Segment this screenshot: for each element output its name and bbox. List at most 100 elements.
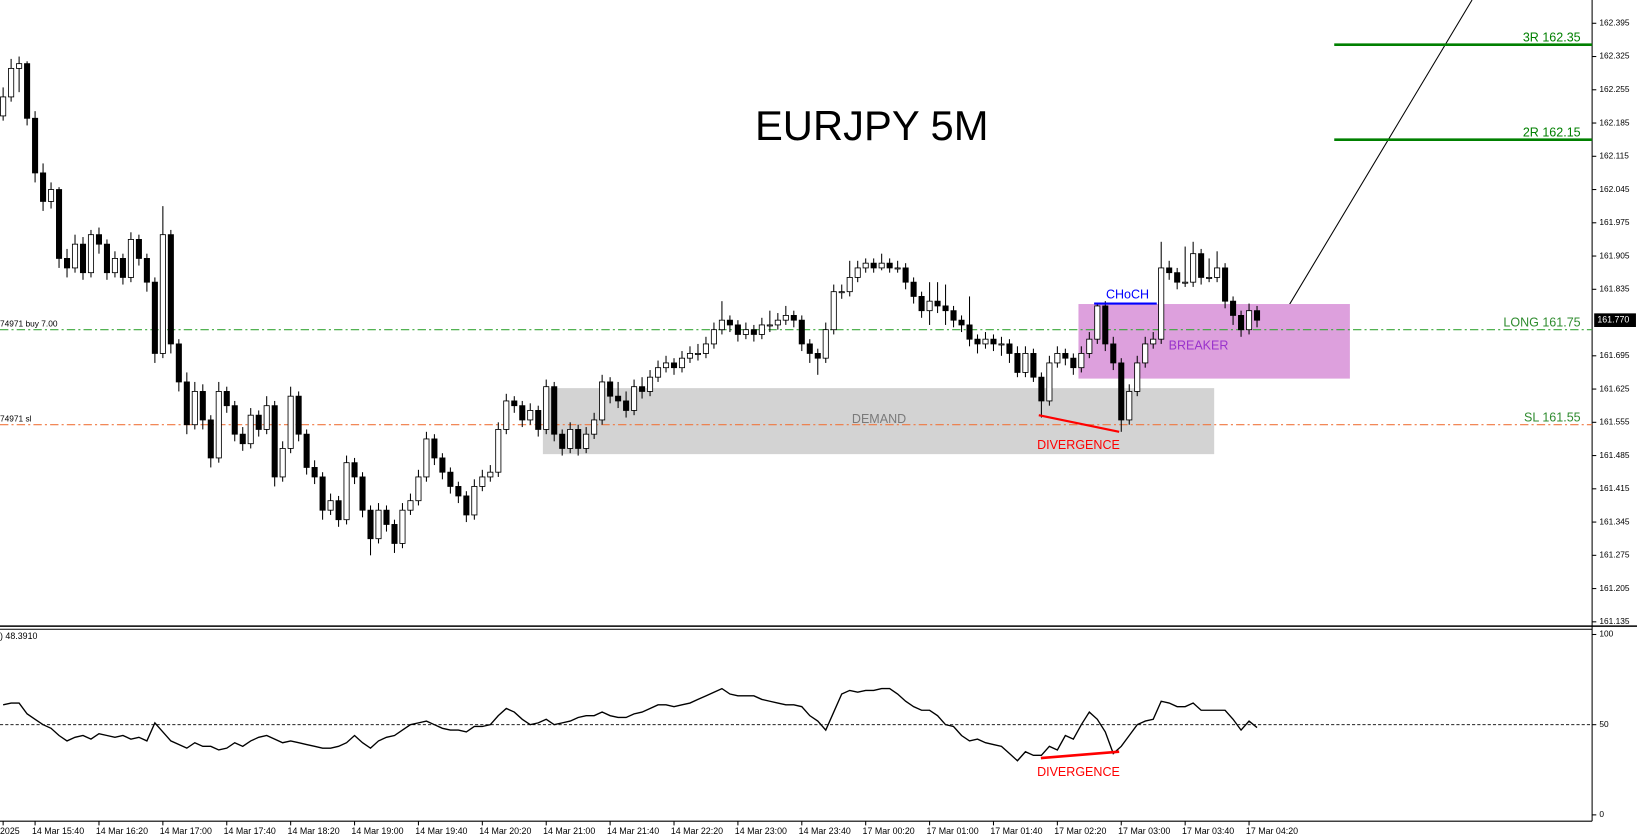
x-tick-label: 14 Mar 23:00 (735, 826, 787, 836)
candle-body (647, 376, 654, 392)
candle-body (567, 429, 574, 449)
candle-body (383, 509, 390, 525)
candle-body (926, 300, 933, 312)
y-tick-label: 161.695 (1599, 350, 1629, 360)
candle-body (439, 457, 446, 473)
candle-body (87, 234, 95, 274)
zone (542, 388, 1215, 455)
candle-body (215, 391, 222, 459)
candle-body (127, 239, 134, 278)
candle-body (599, 381, 606, 421)
candle-body (1102, 305, 1109, 345)
candle-body (830, 291, 837, 331)
divergence-line (1040, 750, 1120, 760)
candle-body (702, 343, 709, 354)
candle-body (1014, 353, 1021, 373)
candle-body (40, 172, 47, 202)
candle-body (415, 476, 422, 502)
candle-body (303, 433, 310, 468)
candle-body (391, 524, 398, 544)
candle-body (103, 243, 110, 274)
candle-body (95, 234, 102, 245)
y-tick-label: 161.625 (1599, 383, 1629, 393)
candle-body (191, 391, 198, 426)
candle-body (263, 405, 270, 430)
chart-title: EURJPY 5M (755, 102, 989, 149)
candle-body (1150, 338, 1157, 345)
candle-body (319, 476, 326, 511)
candle-body (1070, 357, 1077, 369)
candle-body (367, 509, 374, 540)
candle-body (527, 410, 534, 421)
x-tick-label: 17 Mar 01:40 (990, 826, 1042, 836)
y-tick-label: 162.395 (1599, 17, 1629, 27)
x-tick-label: 17 Mar 03:00 (1118, 826, 1170, 836)
candle-body (1254, 310, 1261, 321)
candle-body (24, 63, 31, 119)
candle-body (48, 189, 55, 202)
x-tick-label: 14 Mar 21:00 (543, 826, 595, 836)
candle-body (910, 281, 917, 297)
candle-body (639, 386, 646, 392)
candle-body (966, 324, 973, 340)
y-tick-label: 161.975 (1599, 217, 1629, 227)
candle-body (726, 319, 733, 326)
candle-body (607, 381, 614, 397)
x-tick-label: 17 Mar 04:20 (1246, 826, 1298, 836)
candle-body (375, 509, 382, 540)
candle-body (351, 462, 358, 478)
candle-body (1062, 353, 1069, 359)
candle-body (1126, 391, 1133, 421)
candle-body (886, 262, 893, 269)
candle-body (495, 429, 502, 473)
candle-body (79, 243, 87, 274)
candle-body (159, 234, 166, 354)
x-tick-label: 17 Mar 02:20 (1054, 826, 1106, 836)
candle-body (822, 329, 829, 359)
candle-body (503, 400, 510, 430)
level-label: 3R 162.35 (1523, 31, 1581, 45)
candle-body (1086, 338, 1093, 354)
y-tick-label: 162.185 (1599, 117, 1629, 127)
y-tick-label: 162.325 (1599, 51, 1629, 61)
y-tick-label: 161.135 (1599, 616, 1629, 626)
candle-body (774, 319, 781, 326)
candle-body (734, 324, 741, 335)
candle-body (223, 391, 230, 407)
candle-body (399, 509, 406, 544)
candle-body (591, 419, 598, 435)
candle-body (207, 419, 214, 459)
candle-body (559, 433, 566, 449)
x-tick-label: 14 Mar 20:20 (479, 826, 531, 836)
candle-body (1030, 353, 1037, 378)
candle-body (838, 291, 845, 294)
x-tick-label: 14 Mar 22:20 (671, 826, 723, 836)
candle-body (295, 395, 302, 435)
candle-body (135, 239, 142, 259)
candle-body (1182, 281, 1189, 284)
candle-body (287, 395, 294, 449)
x-tick-label: 14 Mar 17:40 (224, 826, 276, 836)
candle-body (1230, 300, 1237, 316)
x-tick-label: 14 Mar 19:00 (351, 826, 403, 836)
x-tick-label: 17 Mar 00:20 (863, 826, 915, 836)
candle-body (471, 486, 478, 516)
candle-body (678, 357, 686, 369)
candle-body (1198, 253, 1205, 278)
candle-body (1022, 353, 1029, 373)
x-tick-label: 17 Mar 03:40 (1182, 826, 1234, 836)
candle-body (56, 189, 63, 259)
candle-body (1110, 343, 1117, 364)
candle-body (8, 67, 15, 98)
candle-body (1046, 362, 1053, 402)
candle-body (934, 300, 941, 307)
candle-body (1206, 277, 1213, 279)
candle-body (255, 414, 262, 430)
x-tick-label: 17 Mar 01:00 (926, 826, 978, 836)
candle-body (63, 258, 71, 269)
candle-body (519, 405, 526, 421)
order-label: 74971 sl (0, 414, 32, 424)
candle-body (862, 262, 869, 269)
